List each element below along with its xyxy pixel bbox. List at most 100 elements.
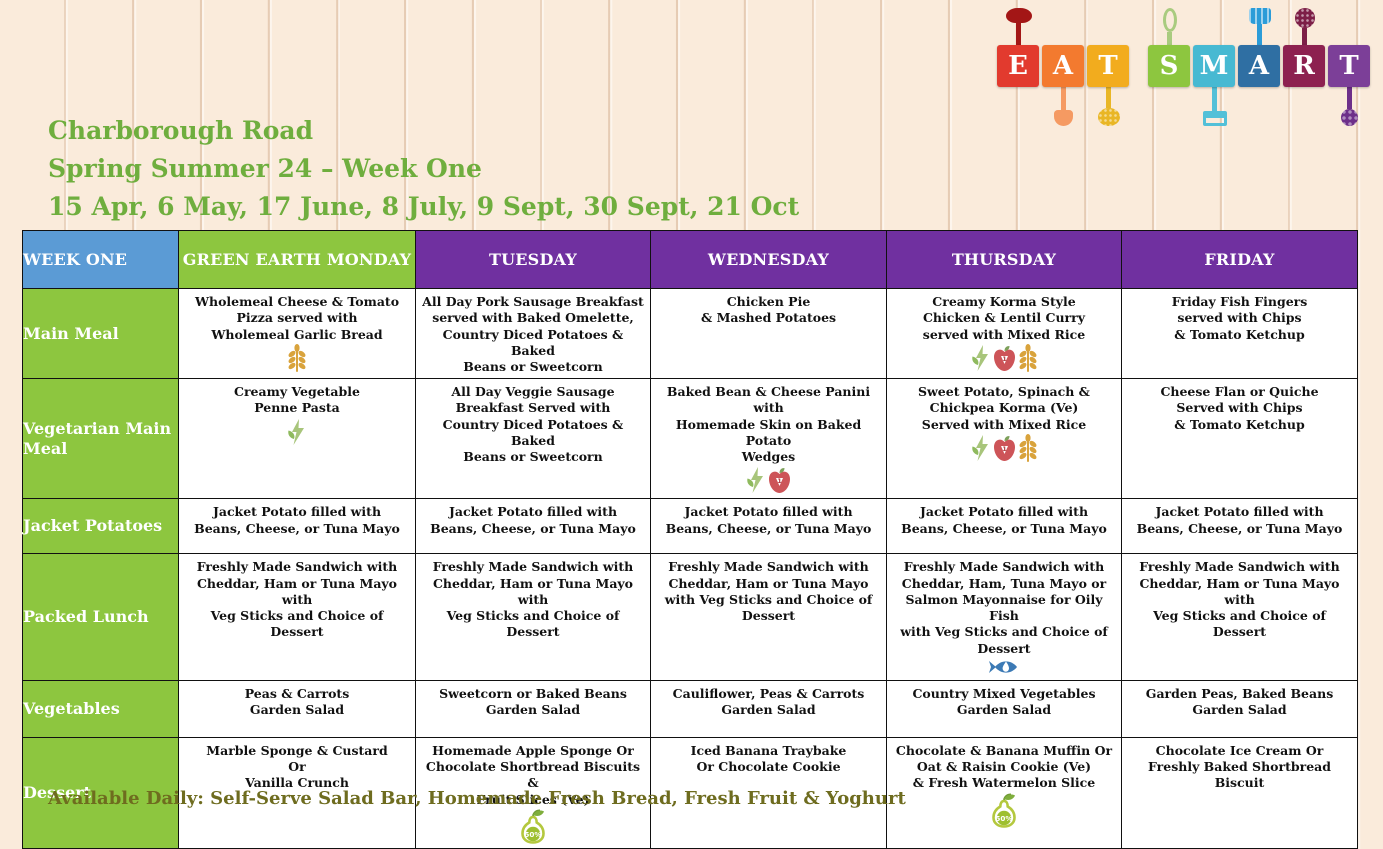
- meal-text: Freshly Made Sandwich with Cheddar, Ham …: [432, 559, 634, 640]
- logo-tile: T: [1328, 45, 1370, 87]
- slotted-spoon-icon: [1086, 87, 1131, 126]
- meal-text: Jacket Potato filled with Beans, Cheese,…: [665, 504, 872, 536]
- veg-power-icon: [971, 344, 991, 376]
- five-a-day-icon: 1: [993, 435, 1016, 466]
- five-a-day-icon: 1: [768, 467, 791, 498]
- meal-icons: 1: [887, 343, 1121, 376]
- meal-cell: Jacket Potato filled with Beans, Cheese,…: [415, 498, 651, 555]
- svg-text:1: 1: [777, 477, 782, 485]
- meal-text: Baked Bean & Cheese Panini with Homemade…: [666, 384, 871, 464]
- meal-cell: Chocolate Ice Cream Or Freshly Baked Sho…: [1121, 736, 1358, 849]
- meal-cell: Chocolate & Banana Muffin Or Oat & Raisi…: [886, 736, 1122, 849]
- title-block: Charborough Road Spring Summer 24 – Week…: [48, 112, 799, 226]
- logo-tile: S: [1148, 45, 1190, 87]
- svg-text:50%: 50%: [995, 813, 1012, 822]
- logo-letter-a-1: A: [1041, 6, 1086, 126]
- meal-text: Jacket Potato filled with Beans, Cheese,…: [430, 504, 636, 536]
- meal-cell: Chicken Pie & Mashed Potatoes: [650, 288, 887, 379]
- svg-text:50%: 50%: [524, 830, 541, 839]
- masher-icon: [1192, 87, 1237, 126]
- meal-text: Sweet Potato, Spinach & Chickpea Korma (…: [918, 384, 1090, 432]
- meal-icons: 50%: [416, 809, 650, 848]
- available-daily-note: Available Daily: Self-Serve Salad Bar, H…: [48, 788, 906, 809]
- day-header-tuesday: TUESDAY: [415, 230, 651, 289]
- meal-cell: Peas & Carrots Garden Salad: [178, 679, 416, 738]
- logo-letter-r-6: R: [1282, 6, 1327, 126]
- wholegrain-icon: [1018, 433, 1038, 466]
- meal-cell: Creamy Vegetable Penne Pasta: [178, 377, 416, 500]
- veg-power-icon: [746, 466, 766, 498]
- logo-letter-t-2: T: [1086, 6, 1131, 126]
- day-header-wednesday: WEDNESDAY: [650, 230, 887, 289]
- week-header-cell: WEEK ONE: [22, 230, 179, 289]
- svg-text:1: 1: [1002, 445, 1007, 453]
- logo-letter-a-5: A: [1237, 6, 1282, 126]
- meal-text: Jacket Potato filled with Beans, Cheese,…: [194, 504, 400, 536]
- row-label-main-meal: Main Meal: [22, 288, 179, 379]
- meal-cell: Freshly Made Sandwich with Cheddar, Ham …: [178, 553, 416, 681]
- meal-text: Cheese Flan or Quiche Served with Chips …: [1160, 384, 1319, 432]
- menu-week-title: Spring Summer 24 – Week One: [48, 154, 482, 183]
- meal-icons: [179, 418, 415, 450]
- meal-cell: Country Mixed Vegetables Garden Salad: [886, 679, 1122, 738]
- meal-text: Marble Sponge & Custard Or Vanilla Crunc…: [206, 742, 388, 791]
- meal-cell: Cauliflower, Peas & Carrots Garden Salad: [650, 679, 887, 738]
- spatula-icon: [1041, 87, 1086, 126]
- skimmer-icon: [1282, 8, 1327, 47]
- logo-letter-m-4: M: [1192, 6, 1237, 126]
- logo-tile: T: [1087, 45, 1129, 87]
- pasta-fork-icon: [1327, 87, 1372, 126]
- meal-cell: Sweetcorn or Baked Beans Garden Salad: [415, 679, 651, 738]
- row-label-vegetarian-main-meal: Vegetarian Main Meal: [22, 377, 179, 500]
- day-header-thursday: THURSDAY: [886, 230, 1122, 289]
- meal-text: Freshly Made Sandwich with Cheddar, Ham …: [664, 559, 873, 623]
- veg-power-icon: [971, 434, 991, 466]
- meal-text: Jacket Potato filled with Beans, Cheese,…: [1136, 504, 1343, 536]
- whisk-icon: [1147, 8, 1192, 47]
- meal-cell: Sweet Potato, Spinach & Chickpea Korma (…: [886, 377, 1122, 500]
- meal-text: Garden Peas, Baked Beans Garden Salad: [1145, 685, 1334, 717]
- meal-text: Cauliflower, Peas & Carrots Garden Salad: [672, 685, 865, 717]
- meal-text: Country Mixed Vegetables Garden Salad: [912, 685, 1096, 717]
- meal-text: Freshly Made Sandwich with Cheddar, Ham …: [196, 559, 398, 640]
- meal-text: Jacket Potato filled with Beans, Cheese,…: [901, 504, 1107, 536]
- meal-text: Chocolate Ice Cream Or Freshly Baked Sho…: [1148, 742, 1331, 791]
- meal-cell: Garden Peas, Baked Beans Garden Salad: [1121, 679, 1358, 738]
- menu-dates: 15 Apr, 6 May, 17 June, 8 July, 9 Sept, …: [48, 192, 800, 221]
- five-a-day-icon: 1: [993, 345, 1016, 376]
- meal-cell: Jacket Potato filled with Beans, Cheese,…: [178, 498, 416, 555]
- meal-icons: [887, 658, 1121, 680]
- meal-cell: Baked Bean & Cheese Panini with Homemade…: [650, 377, 887, 500]
- ladle-icon: [996, 8, 1041, 47]
- pear-50-icon: 50%: [519, 809, 547, 848]
- meal-cell: Freshly Made Sandwich with Cheddar, Ham …: [650, 553, 887, 681]
- meal-text: Friday Fish Fingers served with Chips & …: [1171, 294, 1308, 342]
- turner-icon: [1237, 8, 1282, 47]
- meal-icons: [179, 343, 415, 376]
- meal-text: Iced Banana Traybake Or Chocolate Cookie: [690, 742, 847, 774]
- meal-text: All Day Pork Sausage Breakfast served wi…: [422, 294, 644, 374]
- oily-fish-icon: [988, 658, 1020, 680]
- school-name: Charborough Road: [48, 116, 314, 145]
- wholegrain-icon: [287, 343, 307, 376]
- meal-icons: 1: [651, 466, 886, 498]
- menu-table: WEEK ONE GREEN EARTH MONDAY TUESDAY WEDNESD…: [22, 230, 1358, 849]
- meal-text: Wholemeal Cheese & Tomato Pizza served w…: [194, 294, 400, 342]
- logo-tile: M: [1193, 45, 1235, 87]
- row-label-vegetables: Vegetables: [22, 679, 179, 738]
- meal-text: Creamy Vegetable Penne Pasta: [234, 384, 360, 416]
- logo-tile: E: [997, 45, 1039, 87]
- meal-text: Freshly Made Sandwich with Cheddar, Ham,…: [900, 559, 1108, 656]
- meal-text: Homemade Apple Sponge Or Chocolate Short…: [425, 742, 641, 807]
- veg-power-icon: [287, 418, 307, 450]
- day-header-friday: FRIDAY: [1121, 230, 1358, 289]
- meal-text: Peas & Carrots Garden Salad: [244, 685, 350, 717]
- wholegrain-icon: [1018, 343, 1038, 376]
- meal-cell: Jacket Potato filled with Beans, Cheese,…: [650, 498, 887, 555]
- logo-tile: R: [1283, 45, 1325, 87]
- logo-letter-e-0: E: [996, 6, 1041, 126]
- meal-cell: Friday Fish Fingers served with Chips & …: [1121, 288, 1358, 379]
- meal-icons: 1: [887, 433, 1121, 466]
- meal-text: Chocolate & Banana Muffin Or Oat & Raisi…: [895, 742, 1113, 791]
